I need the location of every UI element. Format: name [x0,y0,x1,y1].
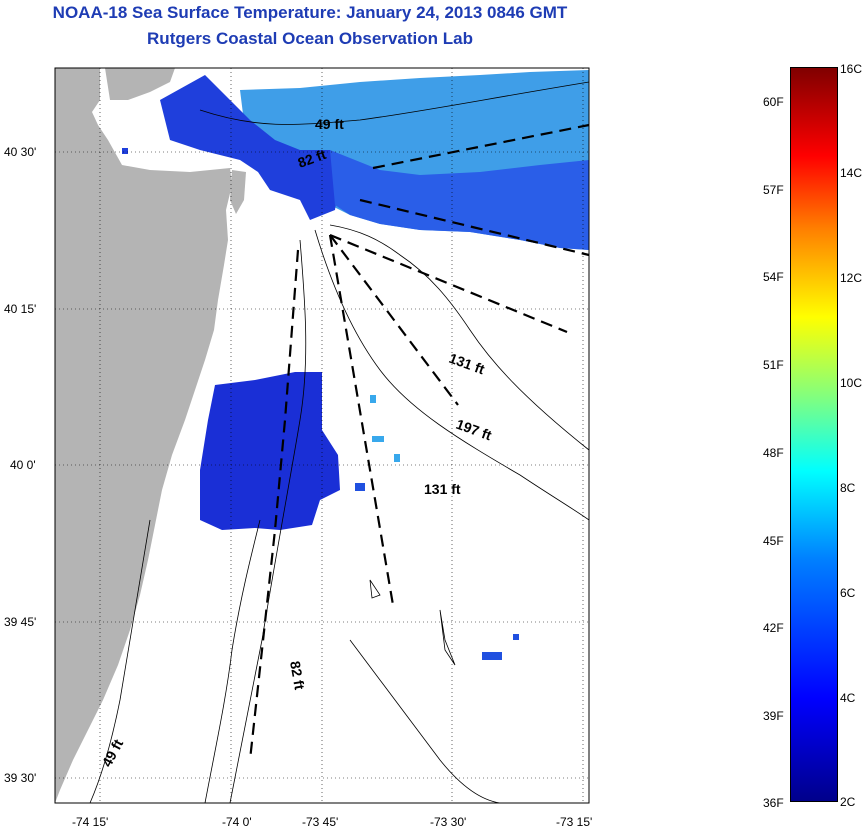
colorbar-f-label: 39F [763,709,784,723]
colorbar-f-label: 48F [763,446,784,460]
sst-cold-patch [200,372,340,530]
sst-pixel [355,483,365,491]
land-north [105,68,175,100]
colorbar-c-label: 2C [840,795,856,809]
lat-label: 40 30' [4,145,36,159]
sst-north-edge [330,150,589,250]
sst-pixel [513,634,519,640]
map-subtitle: Rutgers Coastal Ocean Observation Lab [147,29,473,48]
land-mass [55,68,232,803]
colorbar-c-label: 12C [840,271,863,285]
lat-label: 40 0' [10,458,36,472]
sst-pixel [394,454,400,462]
lon-label: -74 0' [222,815,252,829]
colorbar [790,67,838,802]
depth-label: 49 ft [315,116,344,132]
colorbar-f-label: 36F [763,796,784,810]
colorbar-c-label: 14C [840,166,863,180]
colorbar-f-label: 51F [763,358,784,372]
transect-lines [248,123,590,761]
sst-pixel [372,436,384,442]
colorbar-c-label: 10C [840,376,863,390]
colorbar-c-label: 6C [840,586,856,600]
sst-pixel [482,652,502,660]
lat-label: 39 30' [4,771,36,785]
lat-label: 40 15' [4,302,36,316]
colorbar-c-label: 8C [840,481,856,495]
lon-label: -73 15' [556,815,592,829]
lon-label: -73 45' [302,815,338,829]
colorbar-f-label: 60F [763,95,784,109]
sst-pixel [370,395,376,403]
depth-contours [89,81,590,804]
lon-label: -74 15' [72,815,108,829]
colorbar-f-label: 42F [763,621,784,635]
lon-label: -73 30' [430,815,466,829]
depth-label: 82 ft [287,660,308,691]
graticule [55,68,589,803]
colorbar-f-label: 45F [763,534,784,548]
sst-pixel [122,148,128,154]
depth-label: 131 ft [424,481,461,497]
land-sandy-hook [230,170,246,214]
colorbar-f-label: 57F [763,183,784,197]
lat-label: 39 45' [4,615,36,629]
colorbar-c-label: 4C [840,691,856,705]
map-title: NOAA-18 Sea Surface Temperature: January… [52,3,568,22]
colorbar-f-label: 54F [763,270,784,284]
colorbar-c-label: 16C [840,62,863,76]
